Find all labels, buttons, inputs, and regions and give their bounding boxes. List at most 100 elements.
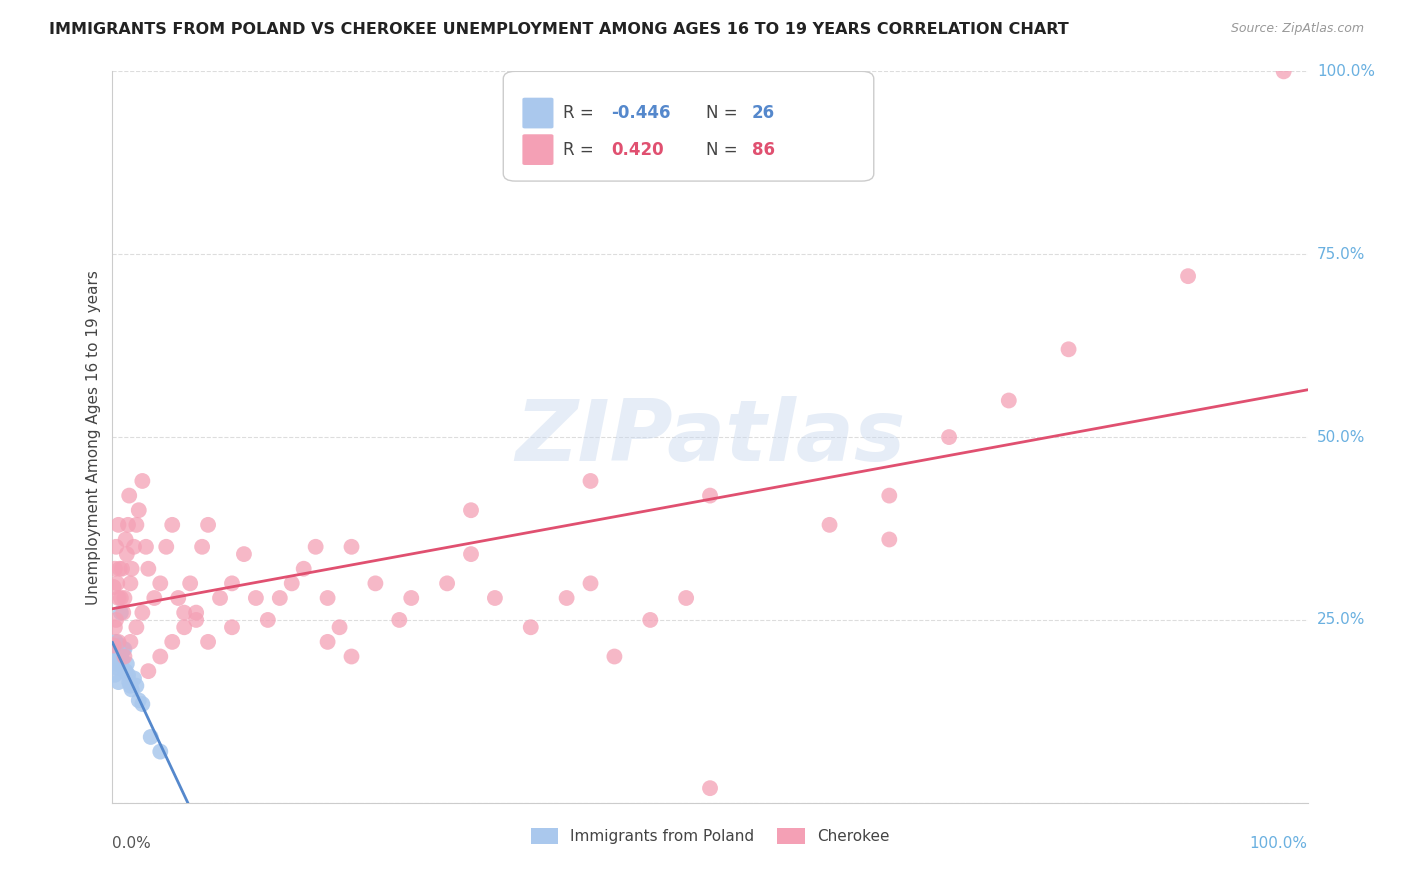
Point [121, 562, 143, 576]
Point [191, 540, 214, 554]
Point [879, 533, 901, 547]
Point [117, 667, 139, 681]
Text: 86: 86 [752, 141, 775, 159]
FancyBboxPatch shape [523, 98, 554, 128]
Point [117, 517, 139, 532]
Point [245, 591, 267, 605]
Point [114, 664, 136, 678]
Point [131, 697, 153, 711]
Point [329, 620, 352, 634]
Point [121, 682, 143, 697]
Point [579, 474, 602, 488]
Point [233, 547, 256, 561]
Point [998, 393, 1021, 408]
Point [112, 606, 135, 620]
Point [138, 562, 160, 576]
Point [107, 517, 129, 532]
Point [257, 613, 280, 627]
Point [340, 649, 363, 664]
Point [104, 667, 127, 681]
Point [114, 591, 135, 605]
Text: R =: R = [562, 104, 599, 122]
Point [640, 613, 662, 627]
Point [120, 576, 142, 591]
Point [292, 562, 315, 576]
Point [108, 562, 131, 576]
Point [105, 540, 128, 554]
Point [105, 660, 128, 674]
Point [122, 540, 145, 554]
Point [139, 730, 162, 744]
Point [135, 540, 157, 554]
Point [131, 474, 153, 488]
Text: 0.420: 0.420 [610, 141, 664, 159]
Text: 100.0%: 100.0% [1250, 836, 1308, 851]
Point [118, 489, 141, 503]
Point [460, 503, 482, 517]
Point [436, 576, 458, 591]
Point [209, 591, 232, 605]
Point [162, 517, 183, 532]
Point [1177, 269, 1199, 284]
Point [112, 642, 135, 657]
Point [104, 642, 127, 657]
Point [269, 591, 291, 605]
Point [105, 613, 128, 627]
Point [110, 591, 132, 605]
Point [173, 606, 195, 620]
Point [603, 649, 626, 664]
Point [128, 693, 150, 707]
Text: -0.446: -0.446 [610, 104, 671, 122]
Point [125, 679, 148, 693]
Point [364, 576, 387, 591]
FancyBboxPatch shape [503, 71, 873, 181]
Point [179, 576, 201, 591]
Point [879, 489, 901, 503]
Point [197, 517, 219, 532]
Point [316, 635, 339, 649]
Point [388, 613, 411, 627]
Point [340, 540, 363, 554]
Point [155, 540, 177, 554]
Point [111, 653, 134, 667]
Text: 50.0%: 50.0% [1317, 430, 1365, 444]
Point [110, 606, 132, 620]
Point [114, 649, 135, 664]
Point [125, 517, 148, 532]
Point [103, 580, 125, 594]
Point [520, 620, 543, 634]
Point [316, 591, 339, 605]
Point [484, 591, 506, 605]
Point [699, 781, 721, 796]
Point [131, 606, 153, 620]
Text: 100.0%: 100.0% [1317, 64, 1375, 78]
Point [818, 517, 841, 532]
Point [107, 635, 129, 649]
Point [938, 430, 960, 444]
Point [143, 591, 166, 605]
Text: 26: 26 [752, 104, 775, 122]
Point [138, 664, 160, 678]
Point [118, 675, 141, 690]
Point [103, 653, 125, 667]
Point [173, 620, 195, 634]
Point [120, 635, 142, 649]
Point [105, 649, 128, 664]
Point [114, 533, 136, 547]
Point [167, 591, 190, 605]
Point [128, 503, 150, 517]
Point [221, 576, 243, 591]
Point [105, 576, 128, 591]
Point [110, 649, 132, 664]
Text: IMMIGRANTS FROM POLAND VS CHEROKEE UNEMPLOYMENT AMONG AGES 16 TO 19 YEARS CORREL: IMMIGRANTS FROM POLAND VS CHEROKEE UNEMP… [49, 22, 1069, 37]
Point [197, 635, 219, 649]
Point [122, 672, 145, 686]
Point [1272, 64, 1295, 78]
Point [105, 635, 128, 649]
Point [125, 620, 148, 634]
Point [115, 547, 138, 561]
Point [1057, 343, 1080, 357]
Point [107, 657, 129, 671]
Point [555, 591, 578, 605]
Point [401, 591, 423, 605]
